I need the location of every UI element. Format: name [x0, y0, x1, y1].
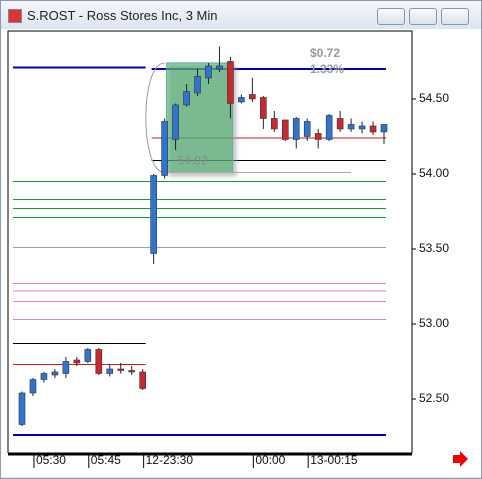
candle-body: [358, 125, 366, 130]
candle-body: [117, 368, 125, 371]
y-tick-label: 53.50: [419, 241, 449, 255]
candle-body: [303, 121, 311, 137]
candle-body: [84, 349, 92, 362]
candle-body: [194, 76, 201, 94]
x-tick-label: 05:30: [36, 453, 66, 467]
candle-body: [314, 133, 322, 140]
candle-body: [29, 379, 37, 394]
candle-body: [183, 91, 190, 106]
x-tick-label: 00:00: [255, 453, 285, 467]
candle-body: [336, 118, 344, 130]
candle-body: [73, 359, 81, 364]
candle-body: [271, 118, 278, 130]
chart: $0.72 1.33% 54.02 52.50 53.00 53.50 54.00 54.5…: [1, 29, 481, 477]
candle-body: [380, 124, 388, 133]
measure-bracket: [145, 62, 165, 173]
candle-body: [172, 104, 179, 140]
candle-body: [325, 115, 333, 140]
close-button[interactable]: [441, 8, 469, 25]
candle-body: [139, 371, 146, 389]
candle-body: [369, 125, 377, 133]
x-tick-label: 05:45: [91, 453, 121, 467]
window-title: S.ROST - Ross Stores Inc, 3 Min: [27, 8, 218, 23]
y-tick-label: 53.00: [419, 316, 449, 330]
candle-body: [150, 175, 157, 254]
candle-body: [238, 97, 245, 103]
candle-body: [51, 371, 59, 376]
candle-body: [128, 370, 135, 373]
candle-body: [292, 118, 300, 140]
candle-body: [62, 361, 70, 374]
candle-body: [260, 97, 267, 119]
minimize-button[interactable]: [377, 8, 405, 25]
candle-body: [161, 121, 168, 176]
candle-body: [106, 368, 114, 374]
maximize-button[interactable]: [409, 8, 437, 25]
y-tick-label: 54.00: [419, 166, 449, 180]
candle-body: [227, 61, 234, 104]
candle-body: [249, 94, 256, 100]
measure-low-label: 54.02: [178, 154, 208, 168]
candle-body: [18, 392, 26, 425]
scroll-arrow[interactable]: [453, 451, 468, 467]
candle-body: [347, 124, 355, 130]
y-tick-label: 52.50: [419, 391, 449, 405]
x-axis-band: [1, 453, 481, 477]
y-tick-label: 54.50: [419, 91, 449, 105]
measure-label: $0.72: [310, 46, 340, 60]
title-bar: S.ROST - Ross Stores Inc, 3 Min: [1, 1, 481, 29]
x-tick-label: 13-00:15: [310, 453, 358, 467]
candle-body: [216, 65, 223, 70]
x-tick-label: 12-23:30: [146, 453, 194, 467]
candle-body: [205, 65, 212, 79]
candle-body: [95, 349, 103, 374]
app-icon: [8, 9, 22, 23]
candle-body: [40, 373, 48, 380]
candle-body: [281, 119, 289, 140]
measure-label: 1.33%: [310, 62, 344, 76]
